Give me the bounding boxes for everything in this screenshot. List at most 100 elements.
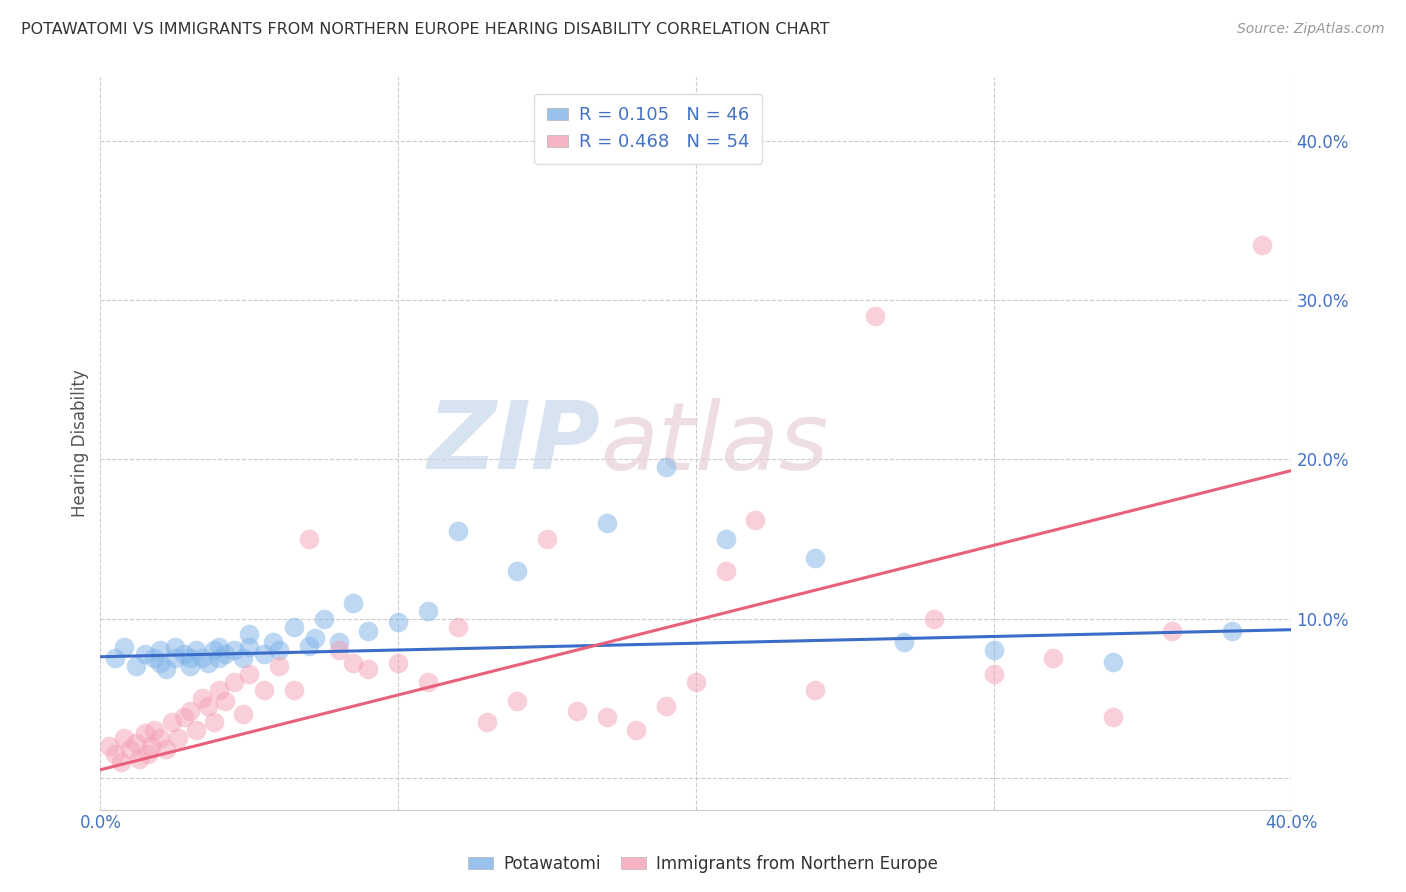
Point (173, 710, 195, 724)
Point (447, 524, 470, 538)
Point (190, 651, 212, 665)
Point (112, 731, 135, 745)
Point (208, 651, 231, 665)
Point (983, 667, 1005, 681)
Point (312, 611, 335, 625)
Text: POTAWATOMI VS IMMIGRANTS FROM NORTHERN EUROPE HEARING DISABILITY CORRELATION CHA: POTAWATOMI VS IMMIGRANTS FROM NORTHERN E… (21, 22, 830, 37)
Point (160, 714, 183, 729)
Point (447, 619, 470, 633)
Point (804, 683, 827, 698)
Point (104, 651, 127, 665)
Point (125, 659, 148, 673)
Point (163, 640, 186, 655)
Point (238, 627, 260, 641)
Point (416, 675, 439, 690)
Point (134, 726, 156, 740)
Point (253, 683, 276, 698)
Point (983, 643, 1005, 657)
Point (506, 564, 529, 578)
Point (1220, 624, 1243, 639)
Point (155, 742, 177, 756)
Point (714, 532, 737, 546)
Point (149, 656, 172, 670)
Point (565, 704, 588, 718)
Point (214, 647, 236, 661)
Point (1101, 710, 1123, 724)
Point (253, 647, 276, 661)
Point (202, 643, 225, 657)
Point (357, 663, 380, 677)
Point (184, 723, 207, 737)
Legend: Potawatomi, Immigrants from Northern Europe: Potawatomi, Immigrants from Northern Eur… (461, 848, 945, 880)
Point (744, 513, 766, 527)
Point (190, 691, 212, 706)
Point (163, 651, 186, 665)
Point (136, 747, 159, 761)
Point (134, 647, 156, 661)
Point (112, 640, 135, 655)
Point (536, 532, 558, 546)
Point (328, 643, 350, 657)
Point (184, 643, 207, 657)
Point (357, 624, 380, 639)
Point (149, 643, 172, 657)
Point (238, 667, 260, 681)
Point (125, 736, 148, 750)
Point (595, 710, 617, 724)
Point (342, 596, 364, 610)
Text: ZIP: ZIP (427, 398, 600, 490)
Point (179, 651, 201, 665)
Point (804, 551, 827, 566)
Point (477, 714, 499, 729)
Point (98, 739, 121, 753)
Point (232, 651, 254, 665)
Point (922, 611, 945, 625)
Point (197, 656, 219, 670)
Text: Source: ZipAtlas.com: Source: ZipAtlas.com (1237, 22, 1385, 37)
Point (262, 635, 284, 649)
Point (387, 656, 409, 670)
Point (208, 640, 231, 655)
Point (304, 631, 326, 645)
Point (655, 460, 678, 475)
Point (179, 704, 201, 718)
Point (283, 683, 305, 698)
Point (202, 714, 225, 729)
Point (1250, 237, 1272, 252)
Point (149, 731, 172, 745)
Point (142, 651, 165, 665)
Point (155, 663, 177, 677)
Legend: R = 0.105   N = 46, R = 0.468   N = 54: R = 0.105 N = 46, R = 0.468 N = 54 (534, 94, 762, 164)
Point (387, 615, 409, 629)
Point (595, 516, 617, 530)
Point (224, 643, 246, 657)
Point (214, 694, 236, 708)
Point (1101, 655, 1123, 669)
Point (328, 635, 350, 649)
Point (224, 675, 246, 690)
Point (893, 635, 915, 649)
Point (208, 683, 231, 698)
Point (1042, 651, 1064, 665)
Point (267, 659, 290, 673)
Text: atlas: atlas (600, 398, 830, 489)
Point (714, 564, 737, 578)
Point (197, 699, 219, 714)
Point (298, 639, 321, 653)
Point (863, 309, 886, 323)
Point (685, 675, 707, 690)
Point (104, 747, 127, 761)
Point (232, 707, 254, 722)
Point (342, 656, 364, 670)
Point (238, 640, 260, 655)
Point (283, 619, 305, 633)
Point (166, 731, 188, 745)
Point (128, 751, 150, 765)
Point (506, 694, 529, 708)
Point (1161, 624, 1184, 639)
Point (655, 699, 678, 714)
Point (173, 647, 195, 661)
Point (110, 755, 132, 769)
Point (626, 723, 648, 737)
Point (142, 723, 165, 737)
